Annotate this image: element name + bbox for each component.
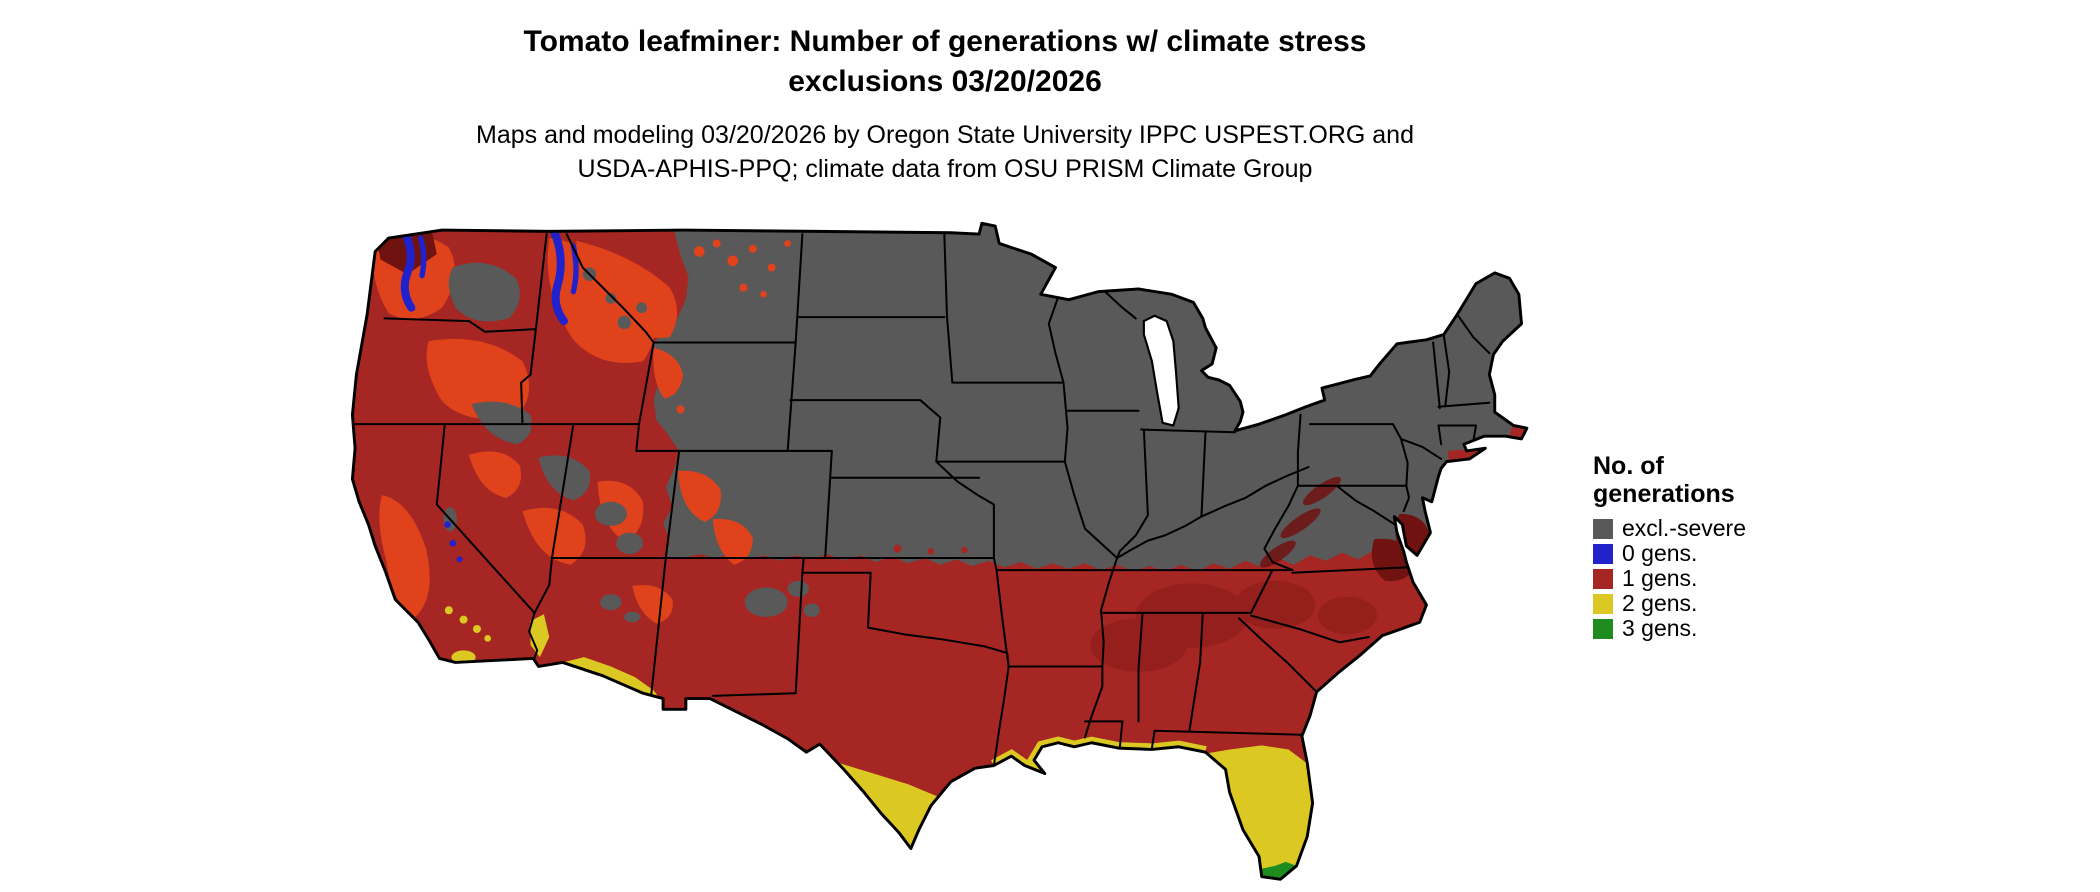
map-texture-west-gray <box>443 262 820 623</box>
legend-item: excl.-severe <box>1593 516 1853 541</box>
map-subtitle: Maps and modeling 03/20/2026 by Oregon S… <box>0 118 1890 186</box>
legend-swatch-0-gens <box>1593 543 1613 564</box>
legend-label: excl.-severe <box>1622 515 1746 541</box>
legend-swatch-2-gens <box>1593 593 1613 614</box>
us-map <box>350 221 1529 881</box>
legend-item: 2 gens. <box>1593 591 1853 616</box>
map-subtitle-line1: Maps and modeling 03/20/2026 by Oregon S… <box>476 121 1414 149</box>
legend-label: 0 gens. <box>1622 540 1698 566</box>
header: Tomato leafminer: Number of generations … <box>0 22 1890 186</box>
map-title-line1: Tomato leafminer: Number of generations … <box>523 25 1367 58</box>
map-title: Tomato leafminer: Number of generations … <box>0 22 1890 102</box>
legend-title-line2: generations <box>1593 480 1735 508</box>
great-lakes <box>1142 314 1180 427</box>
legend-label: 1 gens. <box>1622 565 1698 591</box>
legend-swatch-3-gens <box>1593 618 1613 639</box>
map-subtitle-line2: USDA-APHIS-PPQ; climate data from OSU PR… <box>577 155 1313 183</box>
legend-label: 3 gens. <box>1622 615 1698 641</box>
legend-item: 1 gens. <box>1593 566 1853 591</box>
legend-label: 2 gens. <box>1622 590 1698 616</box>
legend-item: 3 gens. <box>1593 616 1853 641</box>
us-outline <box>350 221 1529 881</box>
state-borders <box>352 233 1491 767</box>
legend-title: No. of generations <box>1593 452 1853 508</box>
legend-item: 0 gens. <box>1593 541 1853 566</box>
legend-swatch-excl-severe <box>1593 518 1613 539</box>
legend-title-line1: No. of <box>1593 452 1664 480</box>
legend: No. of generations excl.-severe 0 gens. … <box>1593 452 1853 641</box>
legend-swatch-1-gens <box>1593 568 1613 589</box>
map-title-line2: exclusions 03/20/2026 <box>788 65 1102 98</box>
